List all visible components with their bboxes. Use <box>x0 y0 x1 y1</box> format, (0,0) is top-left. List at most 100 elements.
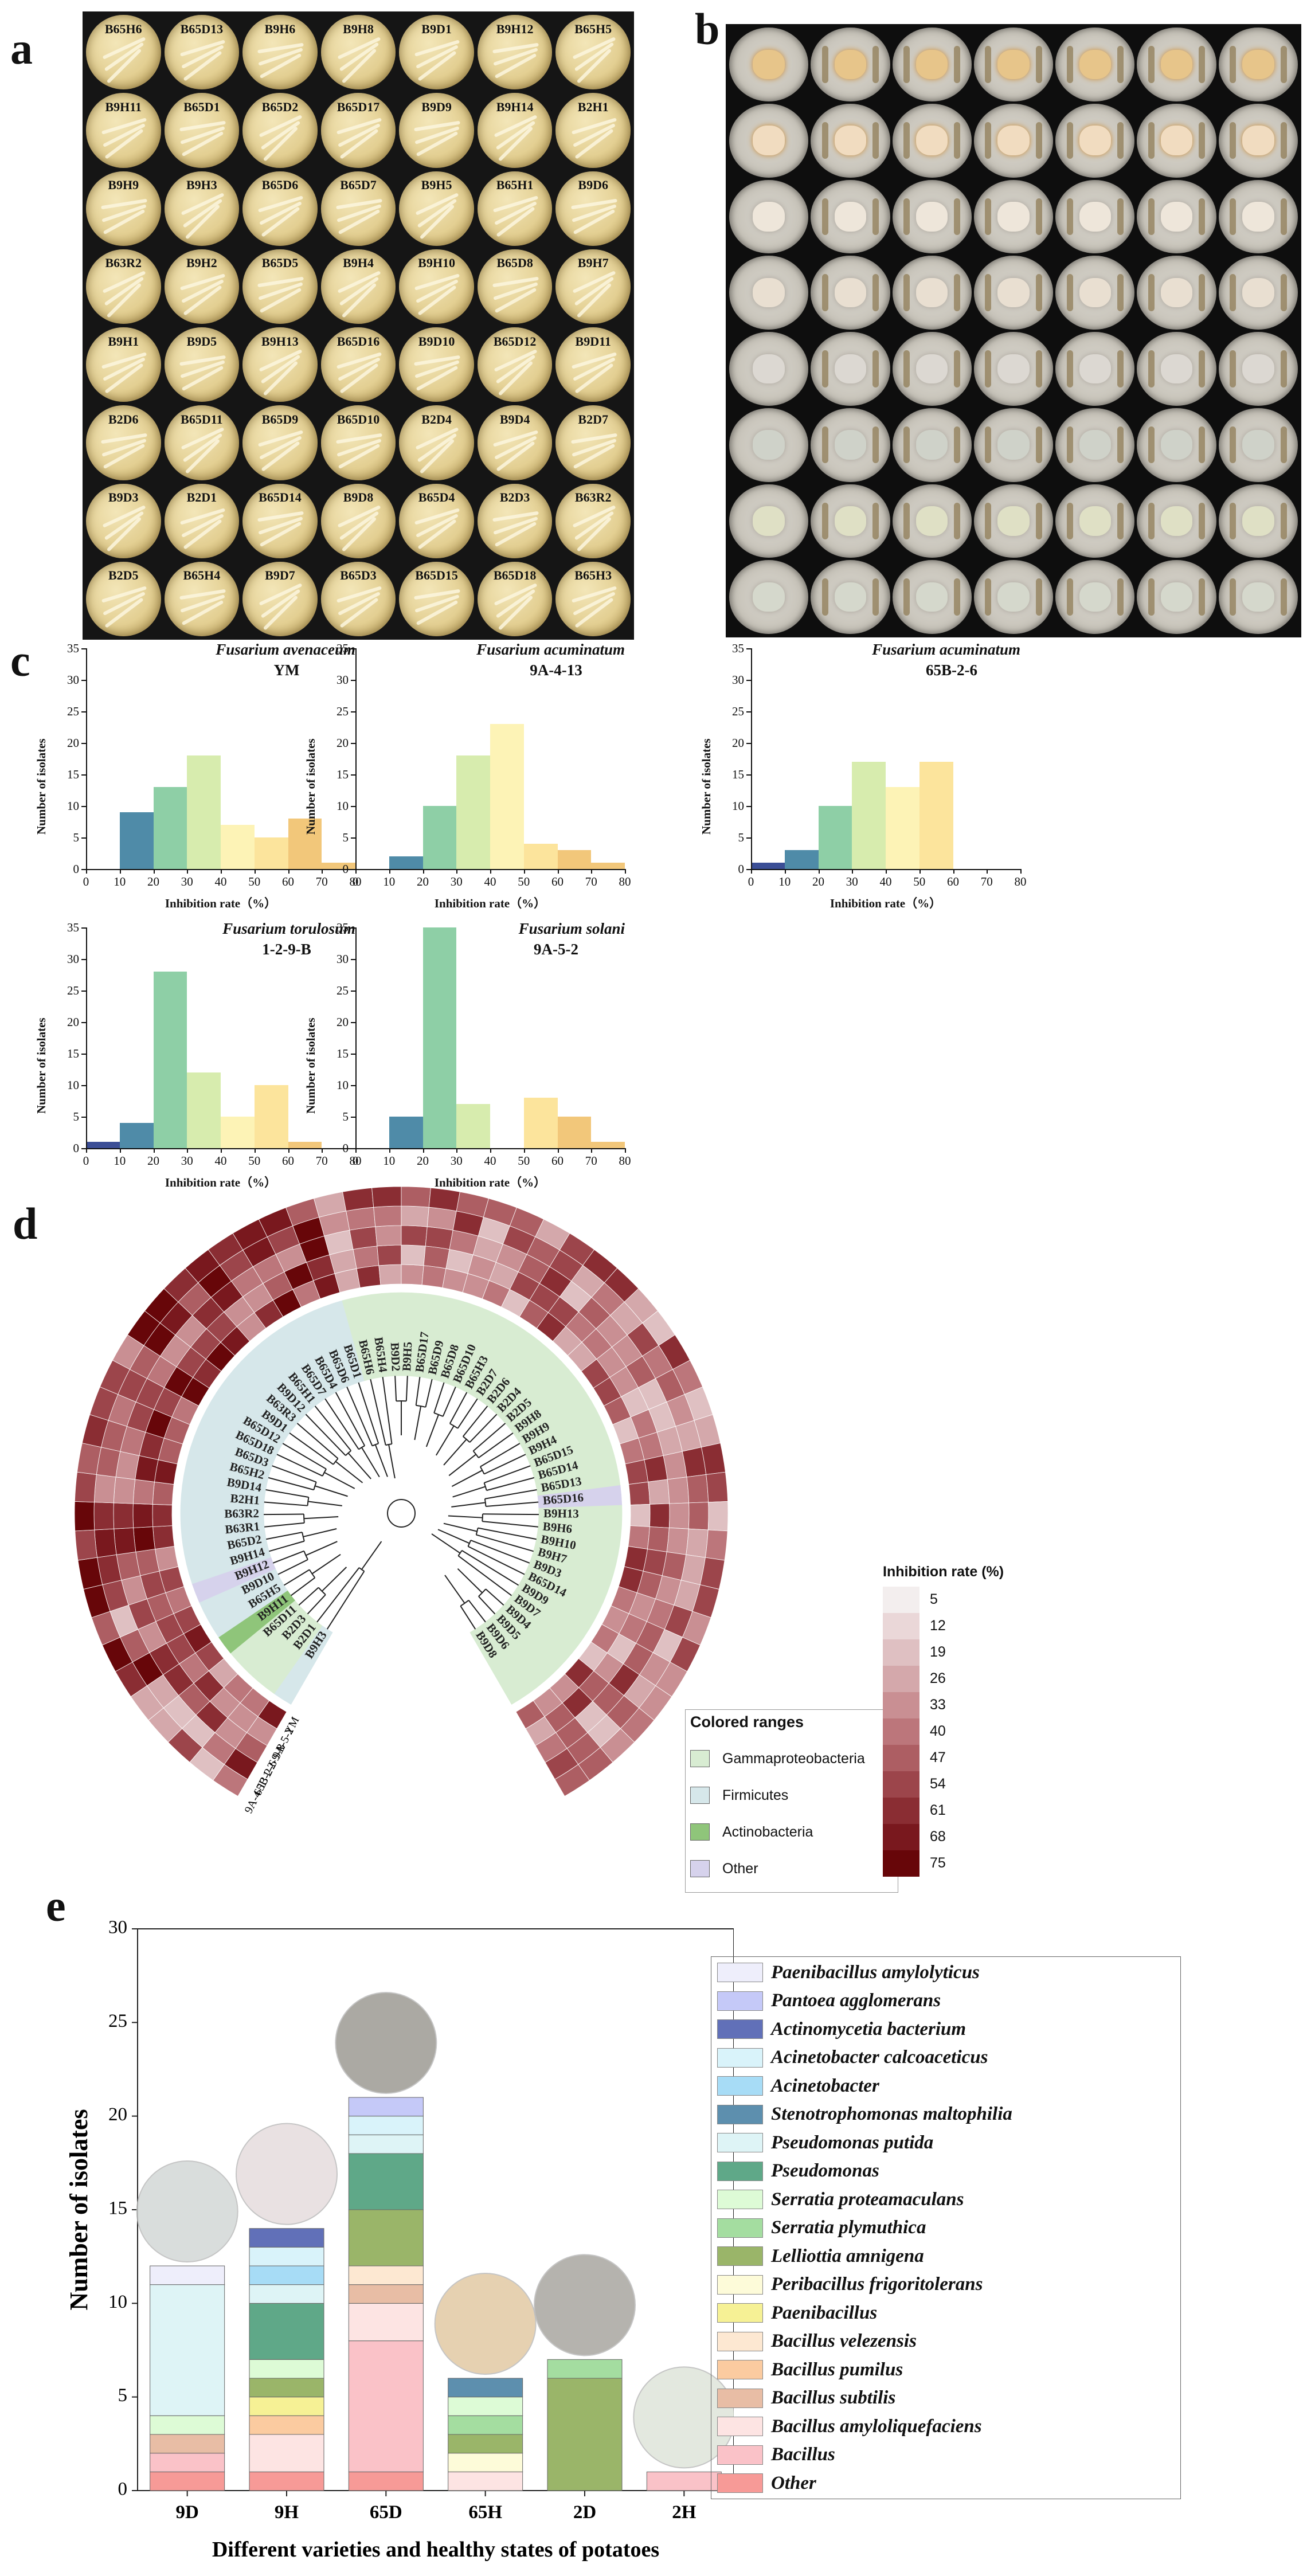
y-tick <box>746 711 751 712</box>
bacterial-streak-left <box>821 122 828 159</box>
legend-swatch <box>717 2218 763 2238</box>
stacked-bar-segment <box>150 2453 225 2472</box>
fungal-plate <box>892 484 972 558</box>
y-tick <box>81 927 86 929</box>
fungal-colony <box>753 506 785 536</box>
histogram-bar <box>322 863 355 869</box>
bacterial-streak-right <box>872 274 879 311</box>
bacteria-plate: B63R2 <box>555 483 631 558</box>
colorbar-cell <box>883 1666 919 1692</box>
bacterial-streak-right <box>954 578 961 616</box>
legend-swatch <box>717 2303 763 2323</box>
y-tick-label: 30 <box>732 673 744 687</box>
bacteria-plate: B2D1 <box>164 483 240 558</box>
bacterial-streak-left <box>821 198 828 236</box>
bacterial-streak-left <box>1066 122 1073 159</box>
plate-label: B9H1 <box>108 334 139 349</box>
panel-letter-b: b <box>695 4 720 54</box>
y-tick-label: 10 <box>67 1078 79 1092</box>
x-tick-label: 10 <box>778 875 791 888</box>
histogram-bar <box>288 819 322 869</box>
y-tick <box>81 869 86 870</box>
x-tick <box>852 869 854 874</box>
panel-letter-a: a <box>10 24 33 73</box>
colorbar-cell <box>883 1771 919 1798</box>
bacterial-streak-left <box>903 502 910 540</box>
heatmap-cell <box>154 1459 178 1485</box>
x-tick <box>153 869 155 874</box>
legend-row: Serratia plymuthica <box>717 2217 926 2238</box>
fungal-plate <box>892 179 972 254</box>
x-tick-label: 50 <box>518 875 530 888</box>
tree-tip-label: B2H1 <box>230 1491 260 1508</box>
colorbar-value: 12 <box>930 1618 946 1634</box>
x-tick <box>751 869 752 874</box>
legend-swatch <box>717 2190 763 2209</box>
bacterial-streak-right <box>1117 198 1124 236</box>
bacteria-plate: B9H13 <box>242 327 318 402</box>
stacked-bar-segment <box>348 2284 424 2304</box>
y-tick <box>746 869 751 870</box>
panel-d-circular-tree: YM9A-5-21-2-9-B65B-2-69A-4-13B9H3B2D1B2D… <box>74 1186 729 1815</box>
bacterial-streak-left <box>1066 426 1073 464</box>
fungal-plate <box>1218 408 1298 482</box>
x-tick <box>422 869 424 874</box>
plate-label: B65D5 <box>261 256 299 271</box>
fungal-colony <box>753 202 785 232</box>
y-tick <box>81 680 86 681</box>
heatmap-cell <box>426 1207 457 1231</box>
bacteria-plate: B65D7 <box>320 171 396 246</box>
legend-swatch <box>717 2388 763 2408</box>
fungal-colony <box>916 202 948 232</box>
plate-label: B9D7 <box>265 568 295 583</box>
colorbar-value: 5 <box>930 1591 938 1607</box>
fungal-colony <box>753 430 785 460</box>
histogram-title: Fusarium acuminatum 9A-4-13 <box>453 639 625 680</box>
stacked-bar-segment <box>150 2434 225 2454</box>
fungal-plate <box>892 256 972 330</box>
histogram-title-strain: 9A-5-2 <box>534 941 578 958</box>
histogram-bar <box>254 837 288 869</box>
x-tick <box>456 869 458 874</box>
legend-swatch <box>717 2019 763 2039</box>
legend-swatch <box>717 1963 763 1982</box>
x-tick <box>557 1148 559 1153</box>
histogram-bar <box>389 1117 423 1148</box>
legend-swatch <box>717 2104 763 2124</box>
histogram-bar <box>490 724 524 869</box>
panel-a-plate-grid: B65H6 B65D13 B9H6 B9H8 B9D1 B9H12 B65H5 B9H11 B6… <box>86 15 631 636</box>
colorbar-value: 19 <box>930 1644 946 1660</box>
x-tick <box>818 869 820 874</box>
fungal-plate <box>811 332 890 406</box>
bacteria-plate: B9D4 <box>477 405 553 480</box>
bacterial-streak-right <box>1199 426 1206 464</box>
bacterial-streak-right <box>872 122 879 159</box>
x-tick-label: 60 <box>282 1154 294 1168</box>
plate-label: B9D10 <box>418 334 455 349</box>
histogram-title: Fusarium acuminatum 65B-2-6 <box>848 639 1020 680</box>
plate-label: B9H3 <box>186 178 217 193</box>
legend-label: Bacillus <box>771 2444 835 2465</box>
range-label-gamma: Gammaproteobacteria <box>722 1750 865 1767</box>
histogram-title: Fusarium torulosum 1-2-9-B <box>183 918 355 960</box>
colorbar-value: 54 <box>930 1776 946 1792</box>
y-tick <box>351 711 355 712</box>
heatmap-cell <box>346 1207 376 1231</box>
fungal-colony <box>916 506 948 536</box>
heatmap-cell <box>133 1526 155 1552</box>
fungal-plate <box>729 408 809 482</box>
histogram-title-strain: 65B-2-6 <box>926 661 977 679</box>
x-tick <box>557 869 559 874</box>
x-tick-label: 20 <box>417 1154 429 1168</box>
bacterial-streak-right <box>1280 502 1287 540</box>
histogram-bar <box>919 762 953 869</box>
plate-label: B9D9 <box>421 99 452 114</box>
bacterial-streak-left <box>903 426 910 464</box>
legend-swatch <box>717 2048 763 2068</box>
heatmap-cell <box>152 1481 174 1505</box>
bacterial-streak-left <box>903 122 910 159</box>
plate-label: B65D8 <box>496 256 533 271</box>
bacterial-streak-right <box>1280 350 1287 387</box>
histogram-bar <box>422 927 457 1148</box>
legend-row: Lelliottia amnigena <box>717 2246 924 2266</box>
